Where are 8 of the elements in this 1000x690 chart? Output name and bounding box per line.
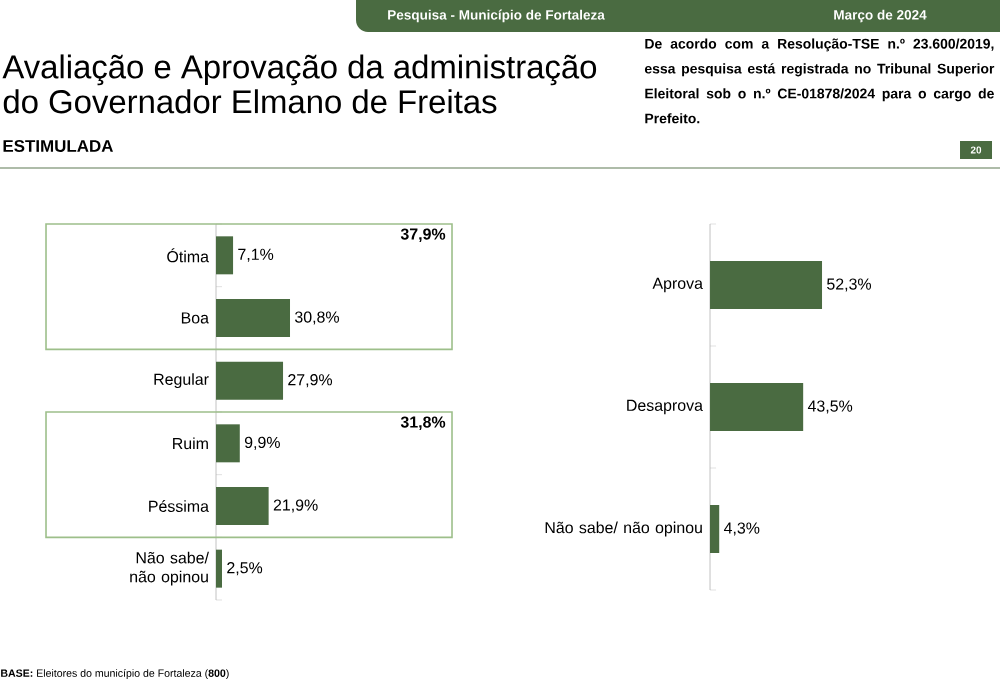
text: ESTIMULADA bbox=[3, 140, 113, 152]
bar bbox=[216, 299, 291, 337]
bar bbox=[216, 361, 284, 400]
bar bbox=[216, 236, 234, 275]
bar bbox=[216, 549, 223, 588]
bar bbox=[216, 424, 240, 463]
bar bbox=[216, 486, 269, 525]
chart-title: Avaliação e Aprovação da administração do Governador Elmano de Freitas bbox=[2, 54, 597, 114]
